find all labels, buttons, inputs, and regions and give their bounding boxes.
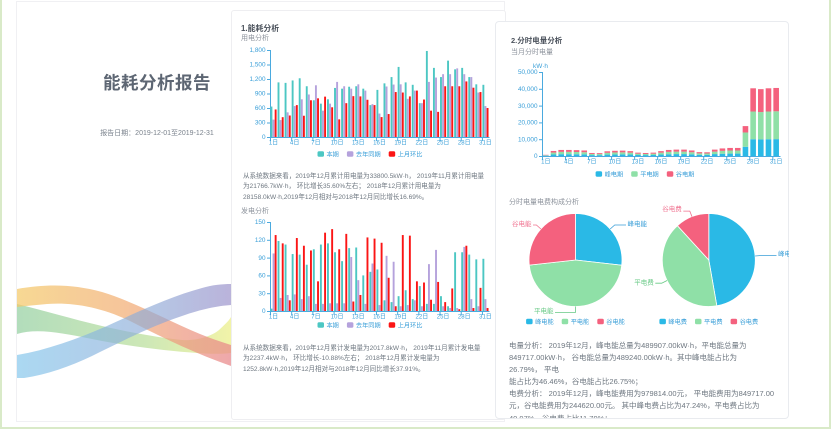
svg-text:峰电费: 峰电费 xyxy=(668,318,687,326)
svg-text:19日: 19日 xyxy=(394,314,407,321)
svg-text:50,000: 50,000 xyxy=(518,69,538,76)
svg-text:去年同期: 去年同期 xyxy=(356,150,381,158)
svg-text:1,800: 1,800 xyxy=(250,47,266,54)
svg-text:31日: 31日 xyxy=(479,140,492,147)
svg-text:平电费: 平电费 xyxy=(704,318,723,326)
svg-text:谷电能: 谷电能 xyxy=(512,219,532,228)
svg-text:平电能: 平电能 xyxy=(534,306,554,315)
svg-text:1,200: 1,200 xyxy=(250,76,266,83)
svg-text:7日: 7日 xyxy=(587,159,596,166)
svg-text:4日: 4日 xyxy=(290,314,299,321)
svg-text:60: 60 xyxy=(258,273,266,280)
svg-text:1,500: 1,500 xyxy=(250,62,266,69)
svg-text:峰电期: 峰电期 xyxy=(605,170,624,178)
svg-text:25日: 25日 xyxy=(724,159,737,166)
svg-text:28日: 28日 xyxy=(747,159,760,166)
svg-text:900: 900 xyxy=(255,91,266,98)
svg-text:7日: 7日 xyxy=(311,140,320,147)
svg-text:谷电期: 谷电期 xyxy=(676,170,695,178)
svg-text:平电能: 平电能 xyxy=(571,318,590,326)
svg-text:kW·h: kW·h xyxy=(533,63,548,70)
svg-text:150: 150 xyxy=(255,219,266,226)
svg-text:上月环比: 上月环比 xyxy=(398,321,423,329)
svg-text:28日: 28日 xyxy=(458,140,471,147)
svg-text:40,000: 40,000 xyxy=(518,86,538,93)
svg-text:19日: 19日 xyxy=(394,140,407,147)
svg-text:4日: 4日 xyxy=(290,140,299,147)
svg-text:300: 300 xyxy=(255,120,266,127)
svg-text:13日: 13日 xyxy=(632,159,645,166)
svg-text:10,000: 10,000 xyxy=(518,136,538,143)
svg-text:谷电费: 谷电费 xyxy=(662,205,682,213)
svg-text:22日: 22日 xyxy=(416,140,429,147)
svg-text:31日: 31日 xyxy=(479,314,492,321)
svg-text:120: 120 xyxy=(255,237,266,244)
svg-text:去年同期: 去年同期 xyxy=(356,321,381,329)
svg-text:平电期: 平电期 xyxy=(640,170,659,178)
svg-text:0: 0 xyxy=(262,308,266,315)
svg-text:16日: 16日 xyxy=(655,159,668,166)
svg-text:1日: 1日 xyxy=(541,159,550,166)
svg-text:1日: 1日 xyxy=(269,140,278,147)
svg-text:本期: 本期 xyxy=(327,321,339,329)
svg-text:10日: 10日 xyxy=(331,140,344,147)
svg-text:16日: 16日 xyxy=(373,140,386,147)
svg-text:10日: 10日 xyxy=(331,314,344,321)
svg-text:30: 30 xyxy=(258,290,266,297)
svg-text:4日: 4日 xyxy=(564,159,573,166)
svg-text:峰电费: 峰电费 xyxy=(778,249,789,258)
svg-text:28日: 28日 xyxy=(458,314,471,321)
svg-text:22日: 22日 xyxy=(701,159,714,166)
svg-text:20,000: 20,000 xyxy=(518,120,538,127)
svg-text:90: 90 xyxy=(258,255,266,262)
svg-text:本期: 本期 xyxy=(327,150,339,158)
svg-text:30,000: 30,000 xyxy=(518,103,538,110)
svg-text:25日: 25日 xyxy=(437,314,450,321)
svg-text:7日: 7日 xyxy=(311,314,320,321)
svg-text:31日: 31日 xyxy=(770,159,783,166)
svg-text:600: 600 xyxy=(255,105,266,112)
svg-text:上月环比: 上月环比 xyxy=(398,150,423,158)
svg-text:谷电能: 谷电能 xyxy=(606,318,625,326)
svg-text:谷电费: 谷电费 xyxy=(740,318,759,326)
svg-text:13日: 13日 xyxy=(352,314,365,321)
svg-text:0: 0 xyxy=(262,134,266,141)
svg-text:1日: 1日 xyxy=(269,314,278,321)
svg-text:16日: 16日 xyxy=(373,314,386,321)
svg-text:22日: 22日 xyxy=(416,314,429,321)
svg-text:峰电能: 峰电能 xyxy=(535,318,554,326)
svg-text:平电费: 平电费 xyxy=(634,278,654,287)
svg-text:13日: 13日 xyxy=(352,140,365,147)
svg-text:10日: 10日 xyxy=(609,159,622,166)
svg-text:25日: 25日 xyxy=(437,140,450,147)
svg-text:19日: 19日 xyxy=(678,159,691,166)
svg-text:峰电能: 峰电能 xyxy=(628,219,648,228)
svg-text:0: 0 xyxy=(534,153,538,160)
